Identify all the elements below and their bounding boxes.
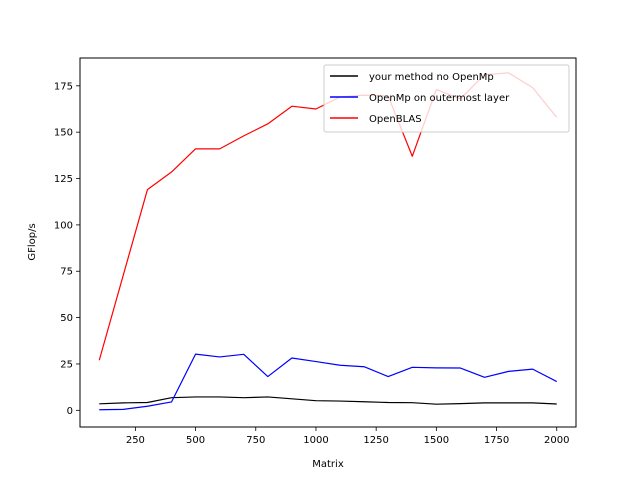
y-axis: 0 25 50 75 100 125 150 175 xyxy=(54,81,80,417)
y-tick-label: 125 xyxy=(54,174,73,185)
x-axis: 250 500 750 1000 1250 1500 1750 2000 xyxy=(126,427,569,446)
legend-label-1: OpenMp on outermost layer xyxy=(369,93,510,104)
x-axis-label: Matrix xyxy=(312,459,344,470)
y-tick-label: 0 xyxy=(67,406,73,417)
y-tick-label: 150 xyxy=(54,128,73,139)
y-tick-label: 50 xyxy=(60,313,73,324)
y-tick-label: 175 xyxy=(54,81,73,92)
x-tick-label: 1000 xyxy=(303,435,328,446)
series-line-1 xyxy=(99,353,558,411)
series-line-0 xyxy=(99,396,557,405)
x-tick-label: 500 xyxy=(186,435,205,446)
legend-label-0: your method no OpenMp xyxy=(369,72,494,83)
y-tick-label: 75 xyxy=(60,267,73,278)
y-tick-label: 100 xyxy=(54,220,73,231)
y-axis-label: GFlop/s xyxy=(27,223,38,260)
legend-box xyxy=(323,64,570,133)
x-tick-label: 250 xyxy=(126,435,145,446)
legend: your method no OpenMp OpenMp on outermost… xyxy=(323,64,570,133)
legend-label-2: OpenBLAS xyxy=(369,114,422,125)
x-tick-label: 1500 xyxy=(424,435,449,446)
x-tick-label: 2000 xyxy=(544,435,569,446)
plot-frame xyxy=(79,57,577,428)
x-tick-label: 1750 xyxy=(484,435,509,446)
x-tick-label: 1250 xyxy=(363,435,388,446)
y-tick-label: 25 xyxy=(60,359,73,370)
x-tick-label: 750 xyxy=(246,435,265,446)
